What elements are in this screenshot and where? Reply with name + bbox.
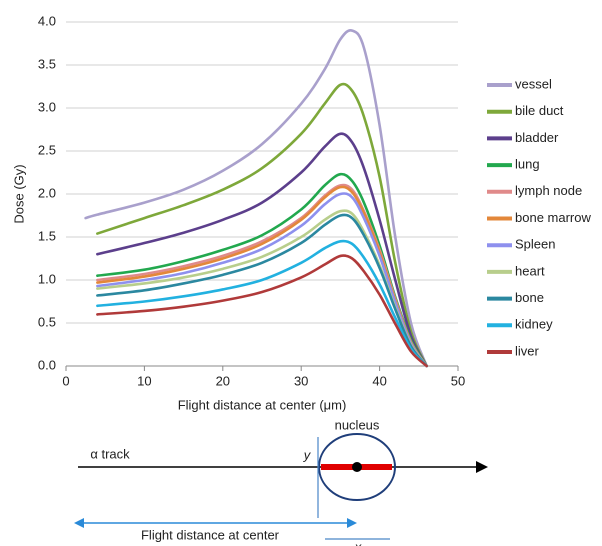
y-tick-label: 0.5 xyxy=(38,314,56,329)
y-tick-label: 4.0 xyxy=(38,13,56,28)
track-label: α track xyxy=(90,446,130,461)
y-tick-label: 3.5 xyxy=(38,56,56,71)
legend-label: vessel xyxy=(515,76,552,91)
legend-label: bone marrow xyxy=(515,210,591,225)
legend-label: bone xyxy=(515,290,544,305)
legend-label: lymph node xyxy=(515,183,582,198)
y-tick-label: 1.5 xyxy=(38,228,56,243)
y-tick-label: 2.5 xyxy=(38,142,56,157)
flight-arrowhead-left xyxy=(74,518,84,528)
center-dot xyxy=(352,462,362,472)
legend-label: bile duct xyxy=(515,103,564,118)
legend-label: heart xyxy=(515,263,545,278)
x-tick-label: 50 xyxy=(451,373,465,388)
y-tick-label: 1.0 xyxy=(38,271,56,286)
legend-label: bladder xyxy=(515,130,559,145)
legend-label: Spleen xyxy=(515,237,555,252)
legend-label: kidney xyxy=(515,317,553,332)
diagram: nucleus α track y Flight distance at cen… xyxy=(74,417,488,546)
flight-arrowhead-right xyxy=(347,518,357,528)
y-tick-label: 2.0 xyxy=(38,185,56,200)
y-axis-title: Dose (Gy) xyxy=(11,164,26,223)
track-arrowhead xyxy=(476,461,488,473)
nucleus-label: nucleus xyxy=(335,417,380,432)
series-line xyxy=(97,256,426,366)
x-axis-title: Flight distance at center (μm) xyxy=(178,397,347,412)
flight-label: Flight distance at center xyxy=(141,527,280,542)
series-line xyxy=(97,84,426,366)
x-tick-label: 40 xyxy=(372,373,386,388)
x-tick-label: 10 xyxy=(137,373,151,388)
series-line xyxy=(86,30,427,366)
legend-label: lung xyxy=(515,157,540,172)
legend-label: liver xyxy=(515,343,540,358)
y-label: y xyxy=(303,447,312,462)
y-tick-label: 3.0 xyxy=(38,99,56,114)
x-label: x xyxy=(354,539,362,546)
x-tick-label: 30 xyxy=(294,373,308,388)
x-tick-label: 0 xyxy=(62,373,69,388)
figure: Dose (Gy) Flight distance at center (μm)… xyxy=(0,0,602,546)
x-tick-label: 20 xyxy=(216,373,230,388)
y-tick-label: 0.0 xyxy=(38,357,56,372)
